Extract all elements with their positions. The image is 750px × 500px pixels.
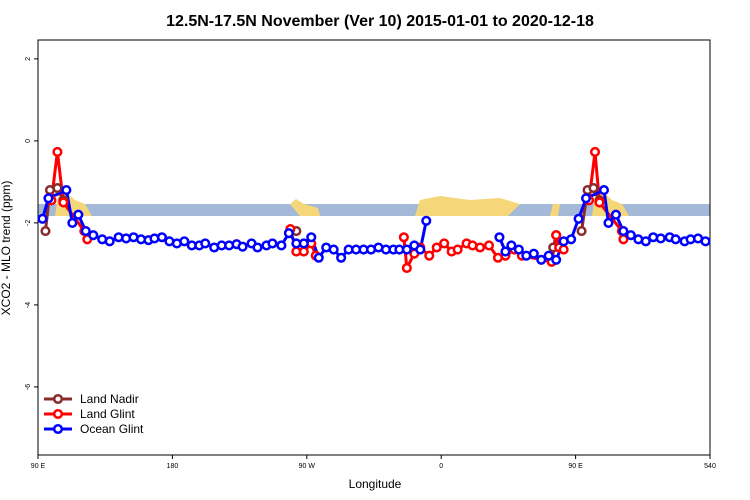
y-tick-label: -2 [25,220,32,226]
legend-label: Land Glint [80,407,135,421]
point [655,233,666,244]
point [80,226,91,237]
point [179,236,190,247]
point [313,252,324,263]
point [494,232,505,243]
point [424,250,435,261]
point [500,246,511,257]
x-axis-label: Longitude [349,477,402,491]
point [237,241,248,252]
point [566,234,577,245]
point [52,182,63,194]
x-tick-label: 0 [439,463,443,470]
point [452,244,463,255]
point [506,240,517,251]
point [421,215,432,226]
point [551,230,562,241]
point [474,242,486,253]
point [625,230,636,241]
point [439,238,450,249]
ocean-band [38,204,710,216]
point [603,217,614,228]
legend-marker [52,423,64,435]
point [513,244,524,255]
point [576,226,587,237]
point [401,262,412,274]
point [104,236,115,247]
point [200,238,211,249]
point [276,240,287,251]
point [267,238,278,249]
point [415,244,426,255]
point [581,193,592,204]
point [61,185,72,196]
point [73,209,84,220]
point [401,244,412,255]
x-tick-label: 90 E [568,463,583,470]
x-tick-label: 90 E [31,463,46,470]
point [252,242,263,253]
point [298,246,309,257]
chart-title: 12.5N-17.5N November (Ver 10) 2015-01-01… [166,13,594,30]
point [594,197,605,208]
x-tick-label: 540 [704,463,716,470]
x-tick-label: 90 W [299,463,316,470]
point [328,244,339,255]
point [431,242,442,253]
point [483,240,495,251]
point [37,213,48,224]
point [306,232,317,243]
point [551,254,562,265]
point [298,238,309,249]
legend-label: Land Nadir [80,392,139,406]
point [573,213,584,224]
legend-marker [52,408,64,420]
x-tick-label: 180 [167,463,179,470]
land-shape [415,196,520,216]
point [528,248,539,259]
point [398,232,409,243]
point [618,226,629,237]
plot-frame [37,39,711,456]
point [589,146,601,158]
point [700,236,711,247]
point [543,250,554,261]
point [43,193,54,204]
y-tick-label: -6 [25,384,32,390]
point [283,228,294,239]
y-tick-label: 0 [25,139,32,143]
point [336,252,347,263]
legend-marker [52,393,64,405]
land-shape [550,204,560,216]
point [156,232,167,243]
y-tick-label: -4 [25,302,32,308]
point [588,182,599,194]
point [640,236,651,247]
point [88,230,99,241]
point [558,244,569,255]
point [670,234,681,245]
point [58,197,69,208]
y-axis-label: XCO2 - MLO trend (ppm) [0,181,13,316]
land-shape [290,199,320,216]
point [610,209,621,220]
y-tick-label: 2 [25,57,32,61]
point [536,254,547,265]
point [40,226,51,237]
point [598,185,610,196]
point [52,146,63,158]
legend-label: Ocean Glint [80,422,144,436]
point [67,217,78,228]
